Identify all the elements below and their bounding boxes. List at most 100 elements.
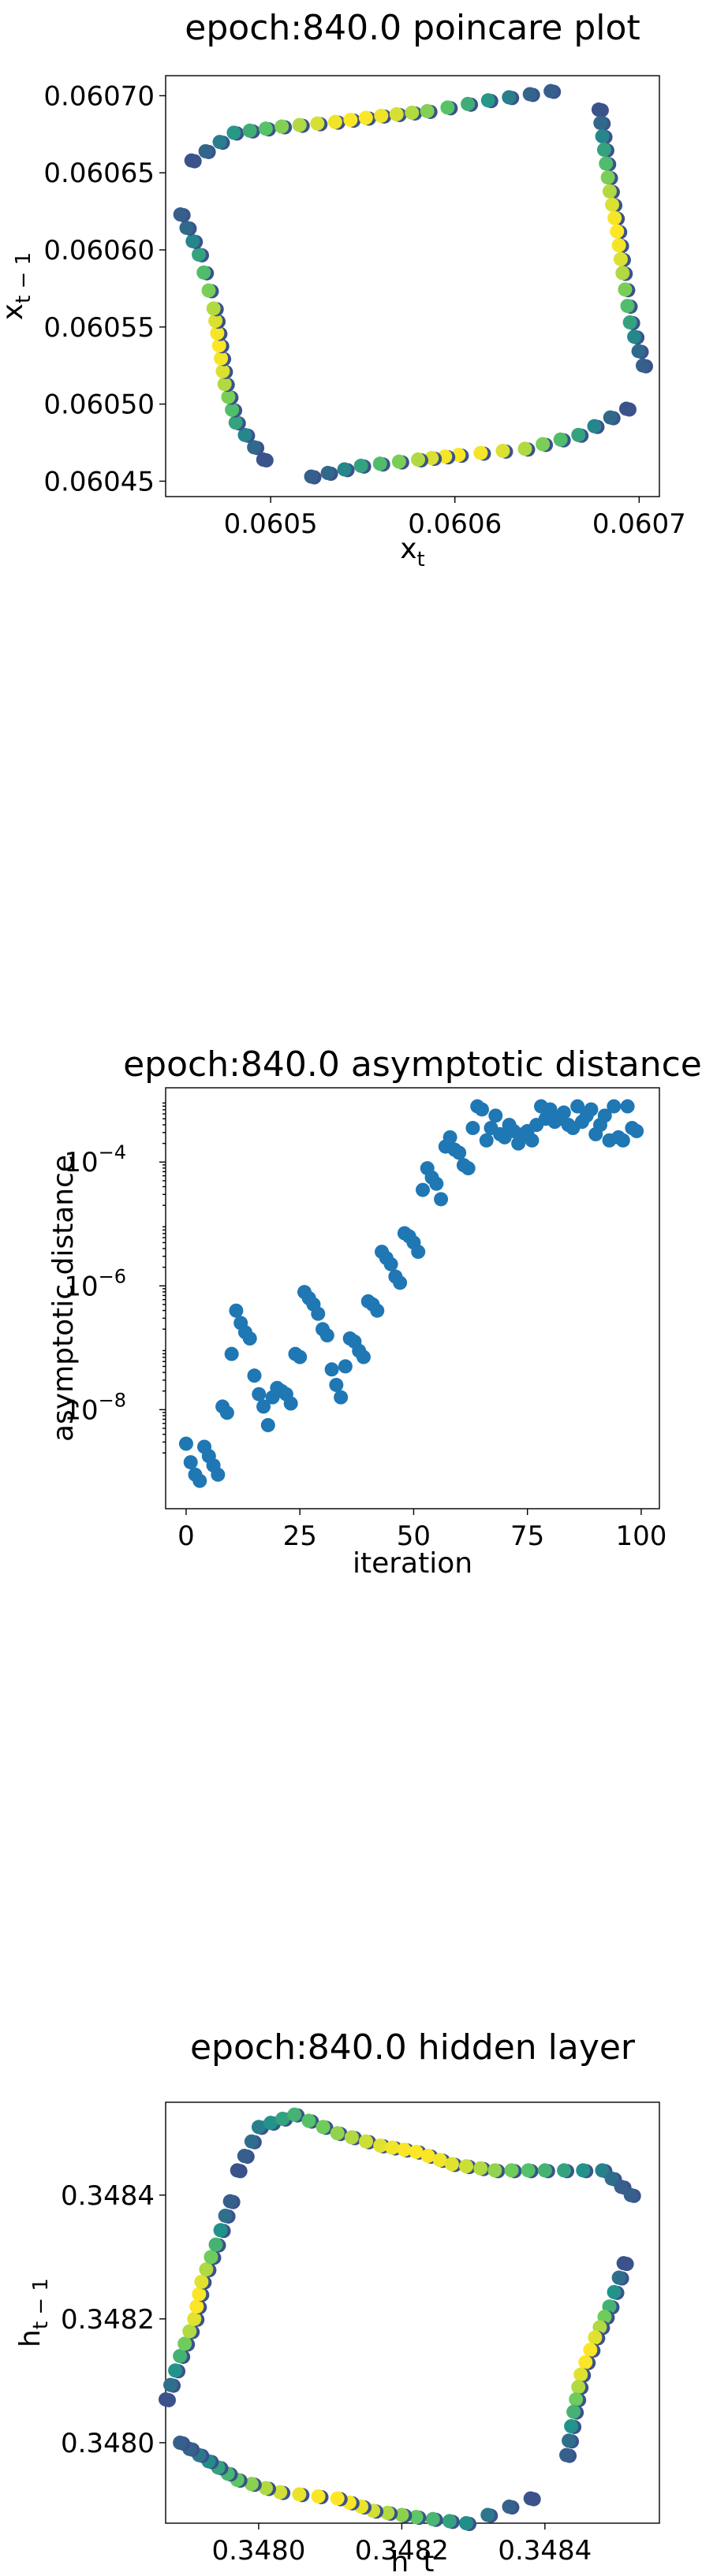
x-tick-label: 0.3480 <box>211 2535 305 2567</box>
data-point <box>329 1377 344 1392</box>
y-axis-label-subscript: t − 1 <box>29 2278 53 2329</box>
y-tick-label: 0.06045 <box>43 466 155 497</box>
data-point <box>185 233 200 248</box>
y-tick-label: 0.3482 <box>61 2304 155 2336</box>
data-point <box>473 2161 488 2176</box>
data-point <box>192 1473 207 1488</box>
data-point <box>358 110 373 125</box>
data-point <box>211 338 226 353</box>
data-point <box>597 1108 612 1123</box>
data-point <box>163 2377 178 2392</box>
data-point <box>210 326 225 341</box>
data-point <box>487 2163 502 2178</box>
data-point <box>604 2171 619 2186</box>
y-tick-label: 0.3480 <box>61 2428 155 2459</box>
data-point <box>221 389 236 404</box>
data-point <box>199 2262 214 2277</box>
data-point <box>631 344 646 359</box>
y-tick-exponent: −8 <box>99 1389 126 1411</box>
data-point <box>569 2392 584 2407</box>
y-axis-label: ht − 1 <box>14 2278 53 2347</box>
data-point <box>434 1192 449 1207</box>
y-axis-label: xt − 1 <box>0 252 35 320</box>
y-tick-base: 10 <box>64 1394 98 1426</box>
data-point <box>536 437 551 452</box>
data-point <box>525 1133 540 1148</box>
data-point <box>411 452 426 467</box>
data-point <box>230 2163 245 2178</box>
data-point <box>184 153 199 168</box>
y-axis-label: asymptotic distance <box>47 1155 80 1442</box>
data-point <box>242 1331 257 1346</box>
data-point <box>635 358 650 373</box>
data-point <box>618 401 633 416</box>
data-point <box>459 2159 474 2174</box>
data-point <box>343 113 358 128</box>
data-point <box>440 100 455 115</box>
y-tick-label: 10−6 <box>64 1265 126 1302</box>
data-point <box>409 2510 424 2525</box>
data-point <box>452 1145 467 1160</box>
data-point <box>159 2392 173 2407</box>
data-point <box>310 116 325 131</box>
data-point <box>356 1349 371 1364</box>
x-axis-label: iteration <box>353 1547 472 1580</box>
data-point <box>420 2149 435 2164</box>
data-point <box>319 1328 334 1343</box>
y-axis-label-subscript: t − 1 <box>12 252 35 303</box>
data-point <box>444 2157 459 2172</box>
x-tick-label: 0.3484 <box>498 2535 592 2567</box>
y-tick-label: 0.06055 <box>43 312 155 344</box>
data-point <box>173 207 188 222</box>
data-point <box>488 1108 503 1123</box>
data-point <box>394 2507 409 2522</box>
data-point <box>263 2116 278 2131</box>
data-point <box>244 2134 259 2149</box>
data-point <box>337 462 352 477</box>
data-point <box>553 432 568 447</box>
data-point <box>405 105 420 120</box>
data-point <box>359 2134 374 2149</box>
data-point <box>587 419 602 434</box>
data-point <box>293 1349 308 1364</box>
scatter-points <box>159 2107 641 2531</box>
data-point <box>411 1245 426 1260</box>
data-point <box>177 2336 192 2351</box>
data-point <box>397 2142 412 2157</box>
data-point <box>559 2448 574 2462</box>
data-point <box>502 2500 517 2515</box>
data-point <box>602 184 617 199</box>
data-point <box>213 2223 228 2238</box>
data-point <box>521 2163 536 2178</box>
data-point <box>228 415 243 430</box>
data-point <box>338 1359 353 1374</box>
y-tick-label: 10−8 <box>64 1389 126 1426</box>
data-point <box>217 377 232 392</box>
x-axis-label-main: x <box>400 533 416 565</box>
data-point <box>204 2250 218 2265</box>
data-point <box>614 2180 629 2194</box>
data-point <box>543 84 558 99</box>
data-point <box>316 2120 330 2135</box>
data-point <box>543 1102 558 1117</box>
data-point <box>327 114 342 129</box>
y-tick-exponent: −4 <box>99 1141 126 1163</box>
data-point <box>330 2126 345 2141</box>
data-point <box>380 2505 395 2520</box>
data-point <box>627 329 642 344</box>
data-point <box>330 2491 345 2506</box>
data-point <box>370 1303 385 1318</box>
data-point <box>225 402 240 417</box>
data-point <box>183 1455 198 1470</box>
data-point <box>605 197 620 212</box>
data-point <box>222 2194 237 2209</box>
data-point <box>372 456 387 471</box>
data-point <box>311 2489 326 2503</box>
data-point <box>591 102 606 117</box>
data-point <box>603 410 618 425</box>
data-point <box>173 2348 188 2363</box>
data-point <box>224 1346 239 1361</box>
data-point <box>251 2120 266 2135</box>
data-point <box>473 445 488 460</box>
